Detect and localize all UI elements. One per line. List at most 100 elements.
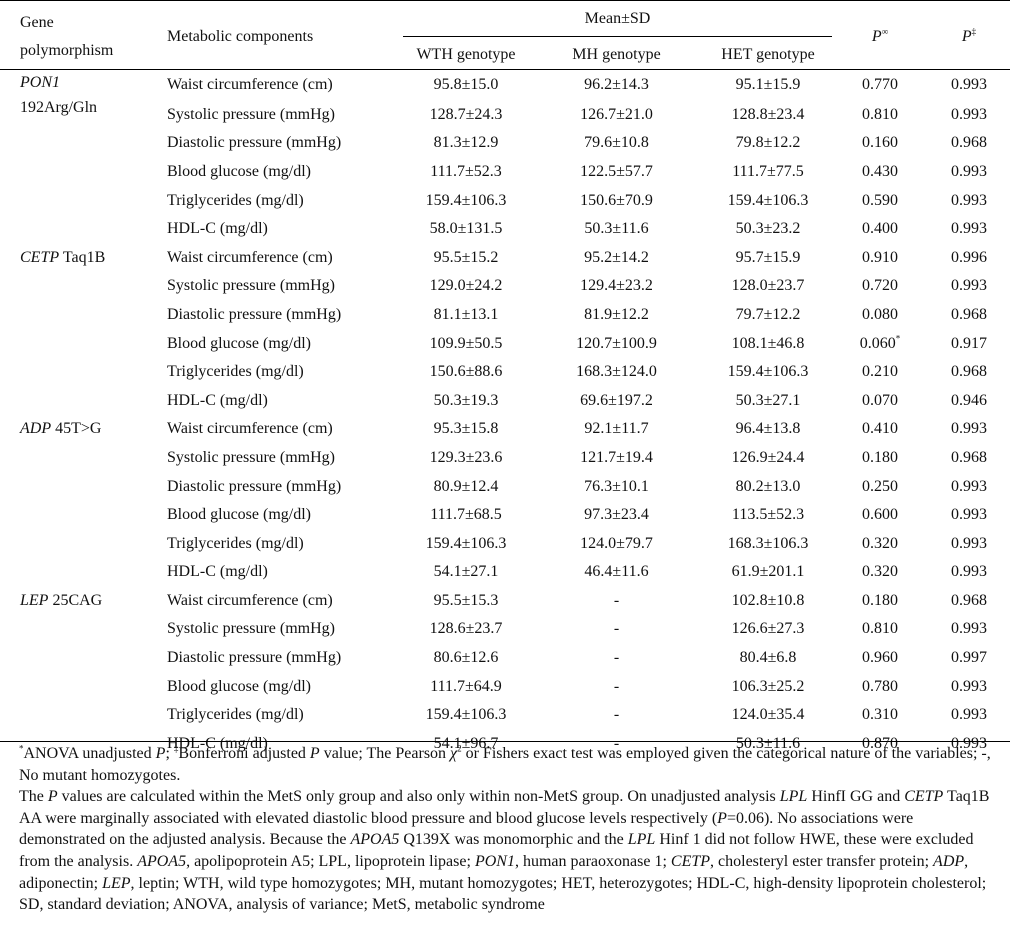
mh-cell: 76.3±10.1 <box>584 477 649 495</box>
padj-cell: 0.968 <box>951 134 987 152</box>
table-row: PON1 192Arg/Gln Waist circumference (cm) 95… <box>0 70 1010 117</box>
header-row-2: WTH genotype MH genotype HET genotype <box>0 36 1010 70</box>
p-cell: 0.060* <box>859 333 901 352</box>
het-cell: 111.7±77.5 <box>732 162 804 180</box>
header-p-unadjusted: P∞ <box>871 26 889 45</box>
padj-cell: 0.968 <box>951 448 987 466</box>
p-cell: 0.810 <box>862 620 898 638</box>
gene-cell <box>0 444 167 473</box>
p-cell: 0.430 <box>862 162 898 180</box>
het-cell: 50.3±23.2 <box>735 220 801 238</box>
wth-cell: 50.3±19.3 <box>433 391 499 409</box>
wth-cell: 58.0±131.5 <box>429 220 503 238</box>
mh-cell: 46.4±11.6 <box>584 563 649 581</box>
header-mh: MH genotype <box>572 45 661 63</box>
component-cell: Blood glucose (mg/dl) <box>167 677 311 695</box>
het-cell: 128.0±23.7 <box>731 277 805 295</box>
wth-cell: 159.4±106.3 <box>425 706 507 724</box>
component-cell: Systolic pressure (mmHg) <box>167 105 335 123</box>
gene-cell <box>0 158 167 187</box>
mh-cell: 96.2±14.3 <box>584 76 649 94</box>
het-cell: 106.3±25.2 <box>731 677 805 695</box>
component-cell: HDL-C (mg/dl) <box>167 391 268 409</box>
wth-cell: 54.1±27.1 <box>433 563 499 581</box>
mh-cell: 81.9±12.2 <box>584 305 649 323</box>
table-row: Systolic pressure (mmHg) 129.0±24.2 129.4±… <box>0 272 1010 301</box>
p-cell: 0.870 <box>862 734 898 752</box>
footnote-2: The P values are calculated within the M… <box>19 788 990 914</box>
p-cell: 0.400 <box>862 220 898 238</box>
p-cell: 0.210 <box>862 363 898 381</box>
gene-cell <box>0 644 167 673</box>
table-row: HDL-C (mg/dl) 54.1±96.7 - 50.3±11.6 0.870 0.9… <box>0 730 1010 759</box>
het-cell: 80.2±13.0 <box>735 477 801 495</box>
component-cell: Triglycerides (mg/dl) <box>167 191 304 209</box>
gene-cell: PON1 192Arg/Gln <box>20 74 98 117</box>
table-row: CETP Taq1B Waist circumference (cm) 95.5±1… <box>0 244 1010 273</box>
gene-cell <box>0 301 167 330</box>
mh-cell: 97.3±23.4 <box>584 506 649 524</box>
wth-cell: 109.9±50.5 <box>429 334 503 352</box>
padj-cell: 0.993 <box>951 620 987 638</box>
het-cell: 50.3±27.1 <box>735 391 801 409</box>
table-row: HDL-C (mg/dl) 50.3±19.3 69.6±197.2 50.3±27.… <box>0 387 1010 416</box>
header-wth: WTH genotype <box>416 45 516 63</box>
mh-cell: 79.6±10.8 <box>584 134 649 152</box>
het-cell: 159.4±106.3 <box>727 363 809 381</box>
wth-cell: 95.5±15.3 <box>433 591 499 609</box>
mh-cell: 122.5±57.7 <box>580 162 653 180</box>
table-row: Systolic pressure (mmHg) 128.7±24.3 126.7±… <box>0 101 1010 130</box>
footnote-1: *ANOVA unadjusted P; ‡Bonferroni adjuste… <box>19 743 991 784</box>
mh-cell: - <box>613 677 620 695</box>
padj-cell: 0.993 <box>951 563 987 581</box>
mh-cell: 150.6±70.9 <box>580 191 653 209</box>
gene-cell <box>0 701 167 730</box>
p-cell: 0.320 <box>862 534 898 552</box>
table-row: Triglycerides (mg/dl) 159.4±106.3 - 124.0±3… <box>0 701 1010 730</box>
wth-cell: 128.6±23.7 <box>429 620 503 638</box>
het-cell: 95.1±15.9 <box>735 76 801 94</box>
het-cell: 96.4±13.8 <box>735 420 801 438</box>
mh-cell: - <box>613 591 620 609</box>
mh-cell: 92.1±11.7 <box>584 420 649 438</box>
p-cell: 0.250 <box>862 477 898 495</box>
gene-cell <box>0 615 167 644</box>
component-cell: Triglycerides (mg/dl) <box>167 363 304 381</box>
padj-cell: 0.993 <box>951 220 987 238</box>
mh-cell: - <box>613 620 620 638</box>
table-row: Diastolic pressure (mmHg) 80.9±12.4 76.3±1… <box>0 473 1010 502</box>
component-cell: HDL-C (mg/dl) <box>167 563 268 581</box>
table-row: LEP 25CAG Waist circumference (cm) 95.5±15… <box>0 587 1010 616</box>
padj-cell: 0.993 <box>951 734 987 752</box>
gene-cell: CETP Taq1B <box>20 248 106 266</box>
padj-cell: 0.993 <box>951 534 987 552</box>
het-cell: 128.8±23.4 <box>731 105 805 123</box>
padj-cell: 0.993 <box>951 277 987 295</box>
mh-cell: 95.2±14.2 <box>584 248 649 266</box>
padj-cell: 0.993 <box>951 162 987 180</box>
padj-cell: 0.968 <box>951 363 987 381</box>
p-cell: 0.780 <box>862 677 898 695</box>
het-cell: 79.8±12.2 <box>735 134 801 152</box>
p-cell: 0.160 <box>862 134 898 152</box>
het-cell: 126.6±27.3 <box>731 620 805 638</box>
wth-cell: 159.4±106.3 <box>425 191 507 209</box>
table-row: Diastolic pressure (mmHg) 81.1±13.1 81.9±1… <box>0 301 1010 330</box>
p-cell: 0.910 <box>862 248 898 266</box>
gene-cell: ADP 45T>G <box>20 420 102 438</box>
mh-cell: 126.7±21.0 <box>580 105 653 123</box>
padj-cell: 0.993 <box>951 420 987 438</box>
mh-cell: - <box>613 734 620 752</box>
gene-cell <box>0 187 167 216</box>
padj-cell: 0.993 <box>951 191 987 209</box>
wth-cell: 95.8±15.0 <box>433 76 499 94</box>
component-cell: Blood glucose (mg/dl) <box>167 506 311 524</box>
gene-cell <box>0 215 167 244</box>
gene-cell <box>0 501 167 530</box>
wth-cell: 95.5±15.2 <box>433 248 499 266</box>
het-cell: 159.4±106.3 <box>727 191 809 209</box>
component-cell: Systolic pressure (mmHg) <box>167 620 335 638</box>
mh-cell: 129.4±23.2 <box>580 277 653 295</box>
mh-cell: 121.7±19.4 <box>580 448 653 466</box>
